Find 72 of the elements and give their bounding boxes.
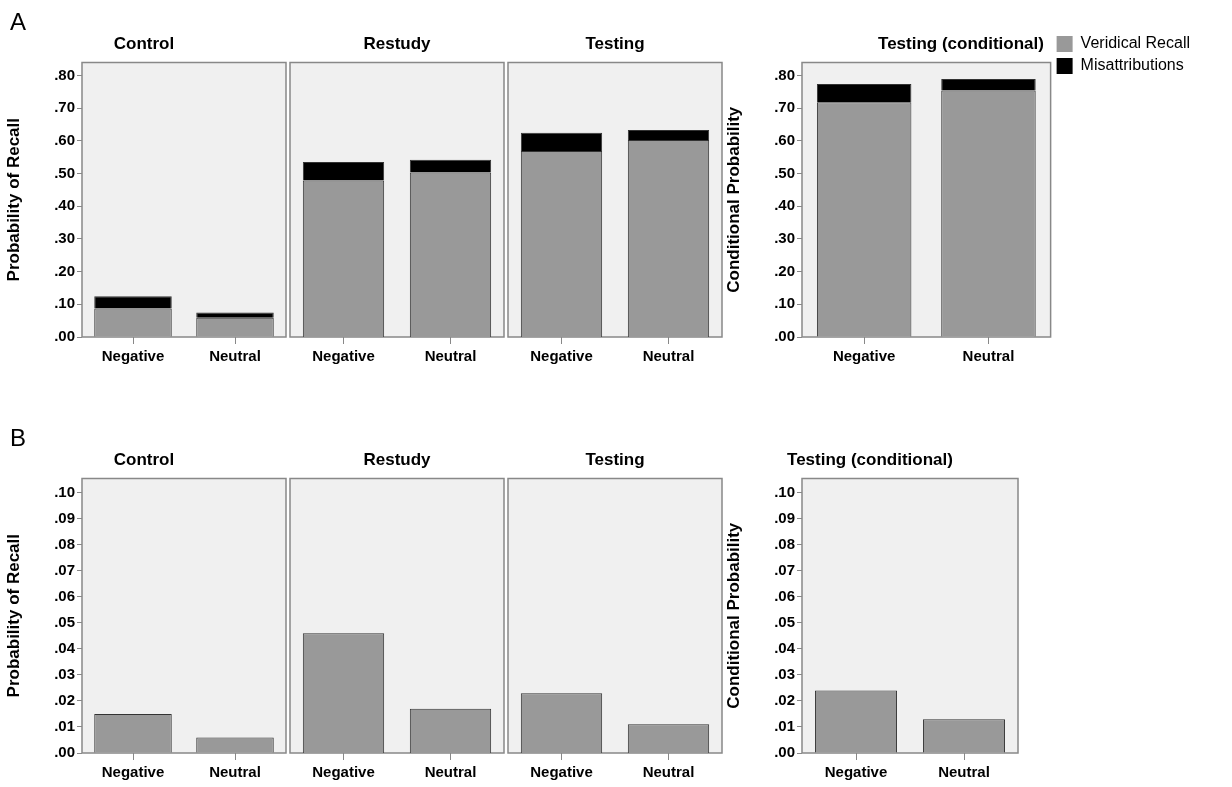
y-tick-label: .70 (54, 98, 75, 116)
y-axis-title: Probability of Recall (3, 117, 23, 282)
chart-title: Testing (conditional) (787, 449, 953, 469)
y-tick-label: .00 (54, 743, 75, 761)
x-tick-label: Negative (530, 763, 593, 781)
y-tick-label: .09 (54, 508, 75, 526)
y-tick-label: .03 (54, 665, 75, 683)
x-tick-label: Neutral (424, 763, 477, 781)
chart-title: Control (113, 33, 175, 53)
x-tick-label: Negative (312, 347, 375, 365)
y-tick-label: .60 (54, 131, 75, 148)
y-tick-label: .06 (54, 586, 75, 604)
y-tick-label: .40 (54, 196, 75, 214)
y-tick-label: .00 (774, 327, 795, 345)
y-tick-label: .30 (54, 229, 75, 247)
y-tick-label: .50 (54, 163, 75, 181)
chart-title: Testing (585, 33, 645, 53)
text: A (10, 8, 27, 36)
x-tick-label: Negative (312, 763, 375, 781)
y-tick-label: .20 (54, 261, 75, 279)
y-tick-label: .05 (774, 613, 795, 630)
y-tick-label: .04 (774, 639, 796, 657)
y-tick-label: .10 (774, 294, 795, 312)
y-axis-title: Conditional Probability (723, 106, 743, 293)
y-tick-label: .80 (774, 65, 795, 83)
y-tick-label: .10 (54, 294, 75, 312)
x-tick-label: Negative (832, 347, 896, 365)
y-tick-label: .06 (774, 586, 795, 604)
x-tick-label: Neutral (424, 347, 477, 365)
y-tick-label: .07 (54, 560, 75, 578)
y-tick-label: .00 (774, 743, 795, 761)
legend-label: Misattributions (1080, 56, 1184, 74)
y-tick-label: .00 (54, 327, 75, 345)
x-tick-label: Neutral (642, 347, 695, 365)
y-tick-label: .80 (54, 65, 75, 83)
chart-title: Testing (conditional) (878, 33, 1044, 53)
x-tick-label: Neutral (209, 347, 261, 365)
y-tick-label: .02 (774, 691, 795, 709)
chart-title: Control (113, 449, 175, 469)
y-tick-label: .08 (54, 534, 75, 552)
y-tick-label: .02 (54, 691, 75, 709)
y-tick-label: .09 (774, 508, 795, 526)
x-tick-label: Negative (824, 763, 888, 781)
y-tick-label: .01 (54, 717, 75, 735)
y-tick-label: .40 (774, 196, 795, 214)
chart-title: Testing (585, 449, 645, 469)
y-tick-label: .30 (774, 229, 795, 247)
chart-title: Restudy (363, 33, 432, 53)
y-tick-label: .50 (774, 163, 795, 181)
y-tick-label: .01 (774, 717, 795, 735)
y-tick-label: .05 (54, 613, 75, 630)
x-tick-label: Neutral (642, 763, 695, 781)
x-tick-label: Neutral (938, 763, 990, 781)
y-tick-label: .70 (774, 98, 795, 116)
y-tick-label: .07 (774, 560, 795, 578)
x-tick-label: Negative (530, 347, 593, 365)
x-tick-label: Negative (101, 763, 165, 781)
y-tick-label: .60 (774, 131, 795, 148)
y-axis-title: Conditional Probability (723, 522, 743, 709)
y-tick-label: .20 (774, 261, 795, 279)
x-tick-label: Negative (101, 347, 165, 365)
chart-title: Restudy (363, 449, 432, 469)
text: B (10, 424, 27, 452)
y-tick-label: .08 (774, 534, 795, 552)
y-tick-label: .03 (774, 665, 795, 683)
y-tick-label: .10 (774, 482, 795, 500)
x-tick-label: Neutral (962, 347, 1015, 365)
y-axis-title: Probability of Recall (3, 533, 23, 698)
y-tick-label: .04 (54, 639, 76, 657)
legend-label: Veridical Recall (1080, 34, 1191, 52)
y-tick-label: .10 (54, 482, 75, 500)
x-tick-label: Neutral (209, 763, 261, 781)
